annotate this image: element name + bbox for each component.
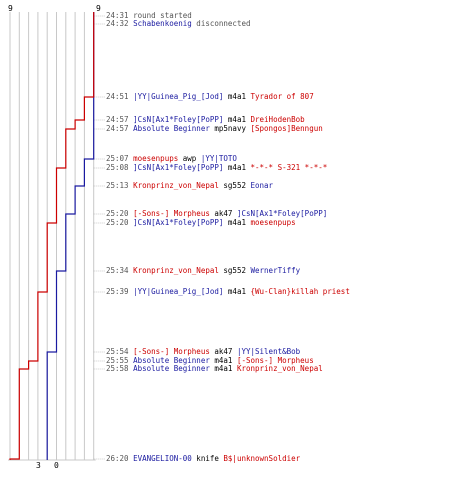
player-name: DreiHodenBob bbox=[250, 115, 305, 124]
player-name: ]CsN[Ax1*Foley[PoPP] bbox=[133, 115, 224, 124]
blue-team-alive-line bbox=[46, 12, 95, 460]
event-time: 25:20 bbox=[106, 218, 134, 227]
event-weapon: sg552 bbox=[218, 181, 251, 190]
event-time: 24:57 bbox=[106, 115, 134, 124]
player-name: {Wu-Clan}killah priest bbox=[250, 287, 350, 296]
event-weapon: mp5navy bbox=[209, 124, 251, 133]
event-weapon: m4a1 bbox=[223, 115, 251, 124]
event-row: 25:20 ]CsN[Ax1*Foley[PoPP] m4a1 moesenpu… bbox=[106, 218, 296, 227]
player-name: [-Sons-] Morpheus bbox=[236, 356, 314, 365]
event-time: 25:39 bbox=[106, 287, 134, 296]
event-time: 25:07 bbox=[106, 154, 134, 163]
event-text: disconnected bbox=[191, 19, 251, 28]
player-name: WernerTiffy bbox=[250, 266, 301, 275]
end-blue-count: 3 bbox=[36, 461, 41, 470]
player-name: EVANGELION-00 bbox=[133, 454, 192, 463]
player-name: moesenpups bbox=[250, 218, 296, 227]
event-weapon: m4a1 bbox=[223, 92, 251, 101]
player-name: B$|unknownSoldier bbox=[223, 454, 301, 463]
event-row: 25:13 Kronprinz_von_Nepal sg552 Eonar bbox=[106, 181, 273, 190]
player-name: *-*-* S-321 *-*-* bbox=[250, 163, 328, 172]
event-row: 25:07 moesenpups awp |YY|TOTO bbox=[106, 154, 237, 163]
event-row: 26:20 EVANGELION-00 knife B$|unknownSold… bbox=[106, 454, 300, 463]
event-row: 25:58 Absolute Beginner m4a1 Kronprinz_v… bbox=[106, 364, 323, 373]
event-row: 25:55 Absolute Beginner m4a1 [-Sons-] Mo… bbox=[106, 356, 314, 365]
player-name: |YY|Guinea_Pig_[Jod] bbox=[133, 287, 224, 296]
event-weapon: m4a1 bbox=[223, 163, 251, 172]
event-row: 25:39 |YY|Guinea_Pig_[Jod] m4a1 {Wu-Clan… bbox=[106, 287, 350, 296]
event-weapon: m4a1 bbox=[223, 218, 251, 227]
event-time: 24:57 bbox=[106, 124, 134, 133]
event-time: 25:13 bbox=[106, 181, 134, 190]
event-weapon: sg552 bbox=[218, 266, 251, 275]
event-weapon: m4a1 bbox=[223, 287, 251, 296]
event-weapon: ak47 bbox=[209, 347, 237, 356]
event-time: 26:20 bbox=[106, 454, 134, 463]
player-name: Absolute Beginner bbox=[133, 356, 210, 365]
player-name: |YY|Silent&Bob bbox=[236, 347, 301, 356]
player-name: ]CsN[Ax1*Foley[PoPP] bbox=[133, 163, 224, 172]
event-time: 24:31 bbox=[106, 11, 134, 20]
event-row: 25:08 ]CsN[Ax1*Foley[PoPP] m4a1 *-*-* S-… bbox=[106, 163, 327, 172]
event-weapon: m4a1 bbox=[209, 364, 237, 373]
event-time: 25:55 bbox=[106, 356, 134, 365]
player-name: Eonar bbox=[250, 181, 274, 190]
event-row: 24:51 |YY|Guinea_Pig_[Jod] m4a1 Tyrador … bbox=[106, 92, 314, 101]
event-time: 24:51 bbox=[106, 92, 134, 101]
event-weapon: m4a1 bbox=[209, 356, 237, 365]
player-name: [-Sons-] Morpheus bbox=[133, 209, 210, 218]
event-time: 24:32 bbox=[106, 19, 134, 28]
player-name: |YY|Guinea_Pig_[Jod] bbox=[133, 92, 224, 101]
player-name: Kronprinz_von_Nepal bbox=[133, 266, 219, 275]
event-row: 25:20 [-Sons-] Morpheus ak47 ]CsN[Ax1*Fo… bbox=[106, 209, 327, 218]
end-red-count: 0 bbox=[54, 461, 59, 470]
event-text: round started bbox=[133, 11, 192, 20]
start-blue-count: 9 bbox=[8, 4, 13, 13]
event-time: 25:58 bbox=[106, 364, 134, 373]
event-row: 25:34 Kronprinz_von_Nepal sg552 WernerTi… bbox=[106, 266, 300, 275]
event-weapon: knife bbox=[191, 454, 224, 463]
player-name: Schabenkoenig bbox=[133, 19, 192, 28]
player-name: Kronprinz_von_Nepal bbox=[133, 181, 219, 190]
event-time: 25:08 bbox=[106, 163, 134, 172]
red-team-alive-line bbox=[9, 12, 95, 460]
event-row: 24:32 Schabenkoenig disconnected bbox=[106, 19, 251, 28]
event-weapon: ak47 bbox=[209, 209, 237, 218]
start-red-count: 9 bbox=[96, 4, 101, 13]
player-name: [-Sons-] Morpheus bbox=[133, 347, 210, 356]
player-name: ]CsN[Ax1*Foley[PoPP] bbox=[236, 209, 328, 218]
event-time: 25:20 bbox=[106, 209, 134, 218]
event-weapon: awp bbox=[178, 154, 201, 163]
player-name: [Spongos]Benngun bbox=[250, 124, 323, 133]
player-name: |YY|TOTO bbox=[200, 154, 237, 163]
player-name: Absolute Beginner bbox=[133, 124, 210, 133]
player-name: Tyrador of 807 bbox=[250, 92, 314, 101]
event-time: 25:54 bbox=[106, 347, 134, 356]
event-row: 24:57 Absolute Beginner mp5navy [Spongos… bbox=[106, 124, 323, 133]
player-name: moesenpups bbox=[133, 154, 179, 163]
event-row: 24:57 ]CsN[Ax1*Foley[PoPP] m4a1 DreiHode… bbox=[106, 115, 305, 124]
event-row: 25:54 [-Sons-] Morpheus ak47 |YY|Silent&… bbox=[106, 347, 300, 356]
event-row: 24:31 round started bbox=[106, 11, 192, 20]
player-name: Kronprinz_von_Nepal bbox=[236, 364, 323, 373]
player-name: ]CsN[Ax1*Foley[PoPP] bbox=[133, 218, 224, 227]
player-name: Absolute Beginner bbox=[133, 364, 210, 373]
event-time: 25:34 bbox=[106, 266, 134, 275]
